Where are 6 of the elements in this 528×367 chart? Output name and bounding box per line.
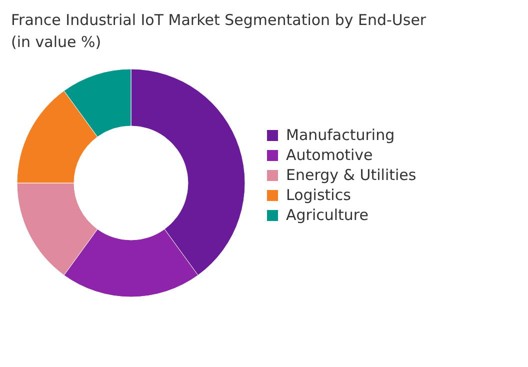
legend-label: Automotive (286, 146, 373, 164)
legend-label: Logistics (286, 186, 352, 204)
legend-label: Manufacturing (286, 126, 395, 144)
legend-label: Energy & Utilities (286, 166, 416, 184)
chart-title: France Industrial IoT Market Segmentation by End-User (in value %) (11, 11, 427, 51)
legend-label: Agriculture (286, 206, 368, 224)
